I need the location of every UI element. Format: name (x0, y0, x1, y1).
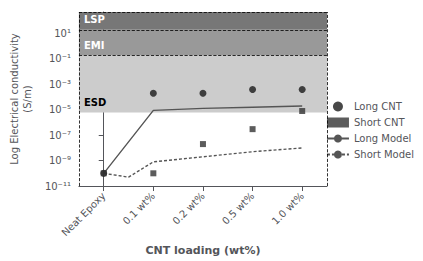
svg-text:Short CNT: Short CNT (354, 117, 405, 128)
svg-text:10⁻¹¹: 10⁻¹¹ (45, 181, 71, 192)
svg-text:10⁻⁵: 10⁻⁵ (49, 104, 71, 115)
svg-text:Long Model: Long Model (354, 133, 411, 144)
svg-text:Log Electrical conductivity: Log Electrical conductivity (9, 33, 20, 165)
svg-text:0.1 wt%: 0.1 wt% (121, 190, 158, 227)
svg-text:CNT loading (wt%): CNT loading (wt%) (145, 244, 260, 257)
svg-text:10⁻³: 10⁻³ (49, 79, 71, 90)
svg-text:EMI: EMI (84, 40, 105, 51)
svg-text:ESD: ESD (84, 97, 106, 108)
svg-text:1.0 wt%: 1.0 wt% (270, 190, 307, 227)
svg-text:Short Model: Short Model (354, 149, 414, 160)
svg-text:Neat Epoxy: Neat Epoxy (59, 190, 107, 238)
svg-text:10⁻¹: 10⁻¹ (49, 53, 71, 64)
svg-text:LSP: LSP (84, 14, 105, 25)
svg-text:(S/m): (S/m) (22, 85, 33, 112)
svg-text:0.2 wt%: 0.2 wt% (170, 190, 207, 227)
svg-text:0.5 wt%: 0.5 wt% (220, 190, 257, 227)
svg-text:Long CNT: Long CNT (354, 101, 403, 112)
svg-text:10¹: 10¹ (54, 28, 71, 39)
svg-text:10⁻⁹: 10⁻⁹ (49, 155, 71, 166)
svg-text:10⁻⁷: 10⁻⁷ (49, 130, 71, 141)
